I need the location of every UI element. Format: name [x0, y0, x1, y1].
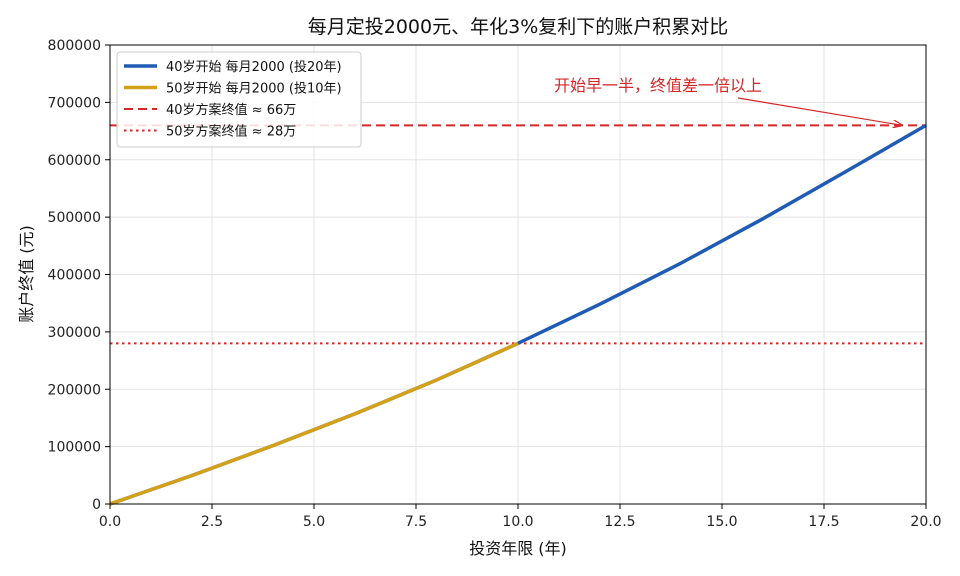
series-line: [109, 341, 519, 506]
x-tick-label: 15.0: [706, 514, 737, 530]
x-tick-label: 0.0: [99, 514, 121, 530]
annotation: 开始早一半，终值差一倍以上: [554, 76, 902, 125]
legend: 40岁开始 每月2000 (投20年) 50岁开始 每月2000 (投10年) 40…: [116, 51, 362, 148]
x-axis-title: 投资年限 (年): [469, 539, 567, 558]
x-tick-label: 5.0: [303, 514, 325, 530]
y-tick-label: 700000: [48, 95, 101, 111]
y-tick-label: 100000: [48, 440, 101, 456]
x-tick-label: 12.5: [604, 514, 635, 530]
x-tick-label: 17.5: [808, 514, 839, 530]
y-tick-label: 400000: [48, 268, 101, 284]
y-axis-title: 账户终值 (元): [17, 225, 36, 323]
legend-label: 50岁开始 每月2000 (投10年): [166, 81, 342, 97]
x-axis: 0.0 2.5 5.0 7.5 10.0 12.5 15.0 17.5 20.0: [99, 504, 942, 530]
annotation-text: 开始早一半，终值差一倍以上: [554, 76, 762, 95]
x-tick-label: 2.5: [201, 514, 223, 530]
legend-label: 40岁开始 每月2000 (投20年): [166, 59, 342, 75]
annotation-arrow: [737, 97, 902, 125]
y-tick-label: 200000: [48, 382, 101, 398]
x-tick-label: 20.0: [910, 514, 941, 530]
legend-label: 40岁方案终值 ≈ 66万: [166, 102, 296, 118]
legend-box: [116, 51, 362, 148]
y-tick-label: 500000: [48, 210, 101, 226]
y-tick-label: 600000: [48, 153, 101, 169]
x-tick-label: 7.5: [405, 514, 427, 530]
chart-title: 每月定投2000元、年化3%复利下的账户积累对比: [308, 16, 729, 38]
x-tick-label: 10.0: [502, 514, 533, 530]
legend-label: 50岁方案终值 ≈ 28万: [166, 124, 296, 140]
y-tick-label: 300000: [48, 325, 101, 341]
y-axis: 0 100000 200000 300000 400000 500000 600000 700…: [48, 38, 110, 513]
y-tick-label: 0: [92, 497, 101, 513]
series-lines: [109, 123, 927, 506]
y-tick-label: 800000: [48, 38, 101, 54]
